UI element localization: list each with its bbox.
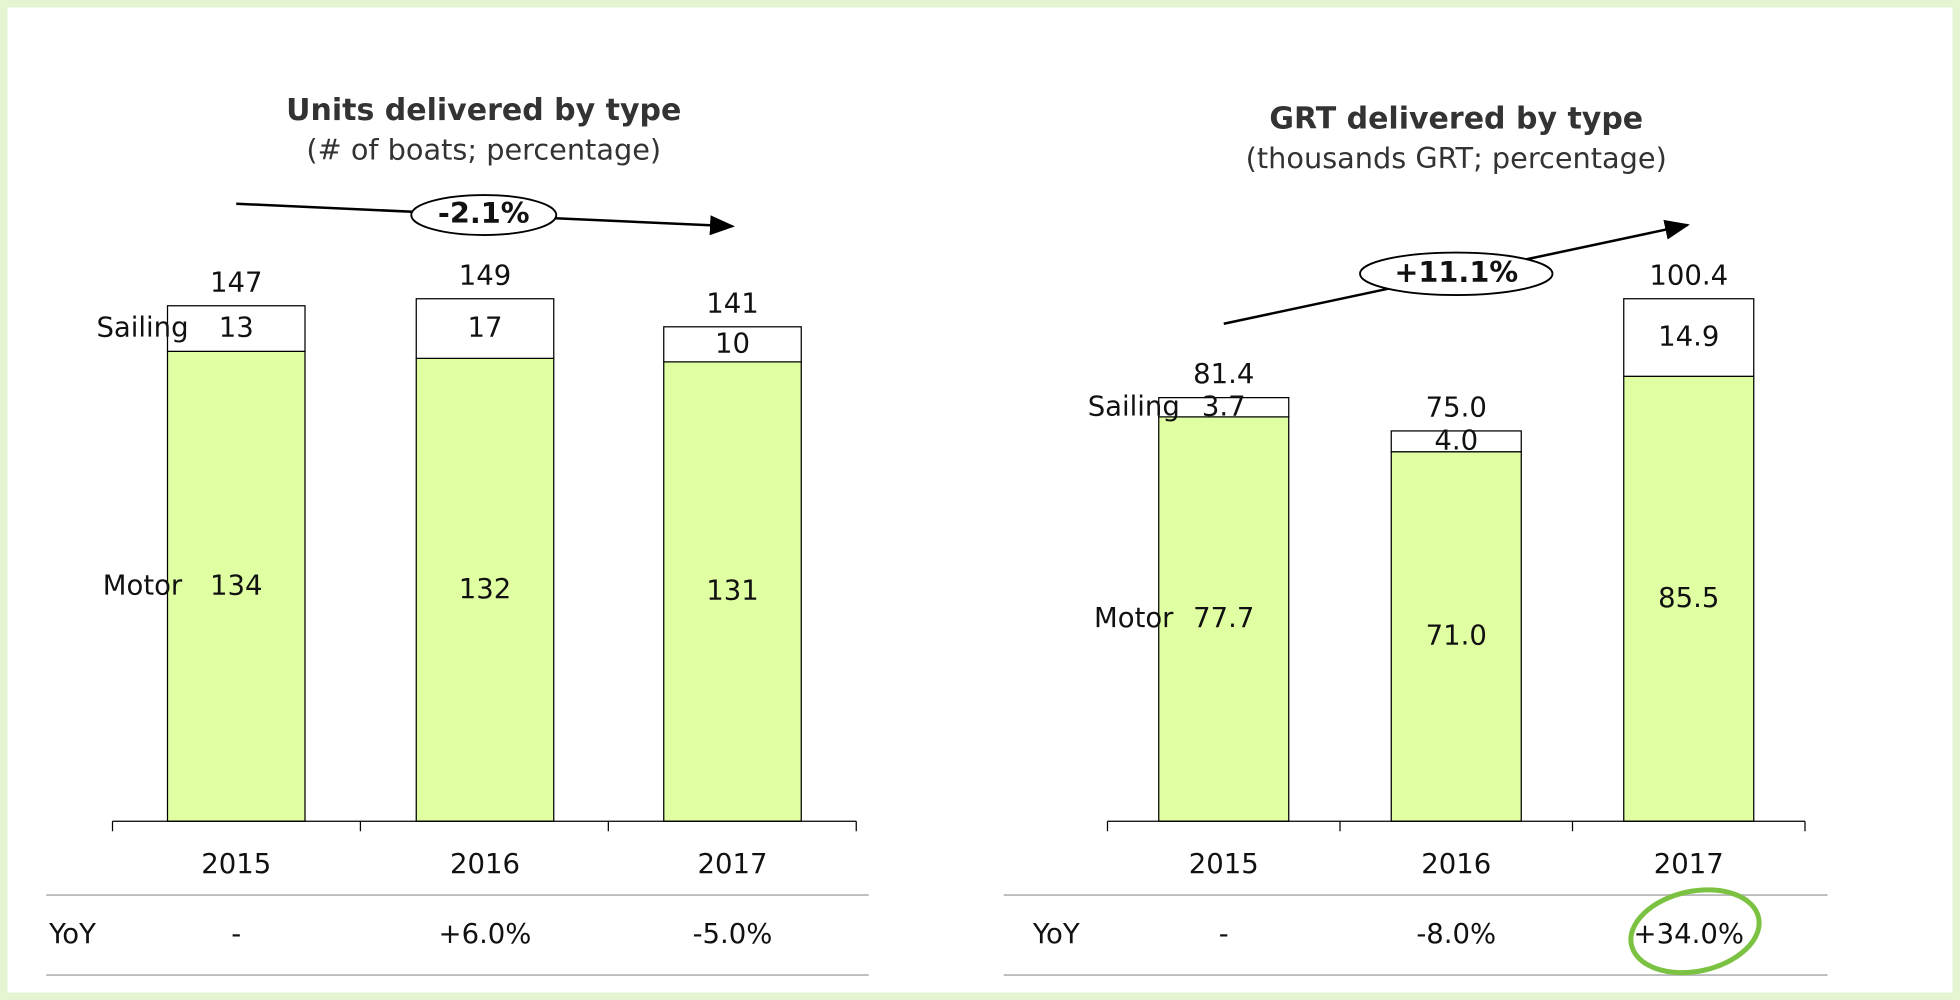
- series-label: Motor: [1094, 602, 1174, 634]
- segment-label: 4.0: [1434, 424, 1478, 456]
- segment-label: 71.0: [1426, 620, 1487, 652]
- x-tick-label: 2017: [698, 848, 768, 880]
- segment-label: 77.7: [1193, 602, 1254, 634]
- chart-title: GRT delivered by type: [1269, 102, 1643, 137]
- bar-segment: [663, 326, 802, 363]
- bar-segment: [1623, 298, 1755, 377]
- bar-segment: [1158, 416, 1290, 822]
- segment-label: 3.7: [1202, 390, 1246, 422]
- chart-subtitle: (# of boats; percentage): [306, 132, 661, 166]
- segment-label: 13: [219, 312, 254, 344]
- yoy-value: +6.0%: [439, 918, 532, 950]
- bar-segment: [1158, 397, 1290, 418]
- yoy-value: -5.0%: [693, 918, 773, 950]
- bar-segment: [166, 305, 306, 352]
- yoy-label: YoY: [1032, 918, 1080, 950]
- bar-segment: [1390, 430, 1522, 453]
- yoy-value: -8.0%: [1416, 918, 1496, 950]
- x-tick-label: 2015: [1189, 848, 1259, 880]
- segment-label: 85.5: [1658, 582, 1719, 614]
- bar-segment: [1623, 375, 1755, 822]
- segment-label: 14.9: [1658, 321, 1719, 353]
- bar-segment: [1390, 451, 1522, 822]
- yoy-label: YoY: [48, 918, 96, 950]
- annotation-bubble: [1359, 251, 1554, 296]
- annotation: -2.1%: [438, 196, 530, 230]
- total-label: 147: [210, 266, 263, 298]
- segment-label: 17: [468, 312, 503, 344]
- total-label: 75.0: [1426, 391, 1487, 423]
- x-tick-label: 2016: [1421, 848, 1491, 880]
- yoy-value: -: [231, 918, 241, 950]
- segment-label: 10: [715, 327, 750, 359]
- segment-label: 131: [706, 575, 759, 607]
- annotation-bubble: [410, 194, 558, 236]
- series-label: Motor: [103, 569, 183, 601]
- total-label: 100.4: [1649, 259, 1728, 291]
- highlight-circle: [1628, 887, 1762, 976]
- annotation: +11.1%: [1394, 255, 1518, 289]
- bar-segment: [663, 361, 802, 822]
- segment-label: 134: [210, 569, 263, 601]
- series-label: Sailing: [1088, 390, 1180, 422]
- x-tick-label: 2015: [201, 848, 271, 880]
- chart-subtitle: (thousands GRT; percentage): [1246, 141, 1667, 175]
- chart-title: Units delivered by type: [286, 93, 681, 128]
- bar-segment: [415, 357, 555, 822]
- segment-label: 132: [459, 573, 512, 605]
- series-label: Sailing: [96, 312, 188, 344]
- bar-segment: [415, 298, 555, 359]
- yoy-value: -: [1219, 918, 1229, 950]
- yoy-value: +34.0%: [1634, 918, 1744, 950]
- x-tick-label: 2016: [450, 848, 520, 880]
- x-tick-label: 2017: [1654, 848, 1724, 880]
- total-label: 149: [459, 259, 512, 291]
- total-label: 141: [706, 287, 759, 319]
- total-label: 81.4: [1193, 358, 1254, 390]
